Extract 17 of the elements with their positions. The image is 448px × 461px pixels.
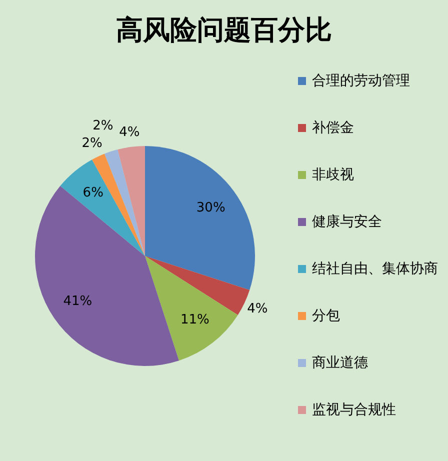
data-label: 30% — [196, 200, 226, 216]
data-label: 11% — [180, 312, 210, 328]
chart-title: 高风险问题百分比 — [115, 14, 333, 48]
legend-label: 分包 — [312, 307, 340, 325]
legend-label: 健康与安全 — [312, 213, 382, 231]
legend-label: 补偿金 — [312, 119, 354, 137]
legend-label: 监视与合规性 — [312, 401, 396, 419]
legend-label: 商业道德 — [312, 354, 368, 372]
data-label: 4% — [119, 125, 140, 140]
legend-label: 合理的劳动管理 — [312, 72, 410, 90]
data-label: 4% — [247, 301, 268, 316]
legend-label: 非歧视 — [312, 166, 354, 184]
legend-label: 结社自由、集体协商 — [312, 260, 438, 278]
data-label: 2% — [82, 136, 102, 151]
data-label: 2% — [92, 118, 114, 134]
data-label: 6% — [82, 186, 104, 201]
data-label: 41% — [63, 294, 92, 310]
